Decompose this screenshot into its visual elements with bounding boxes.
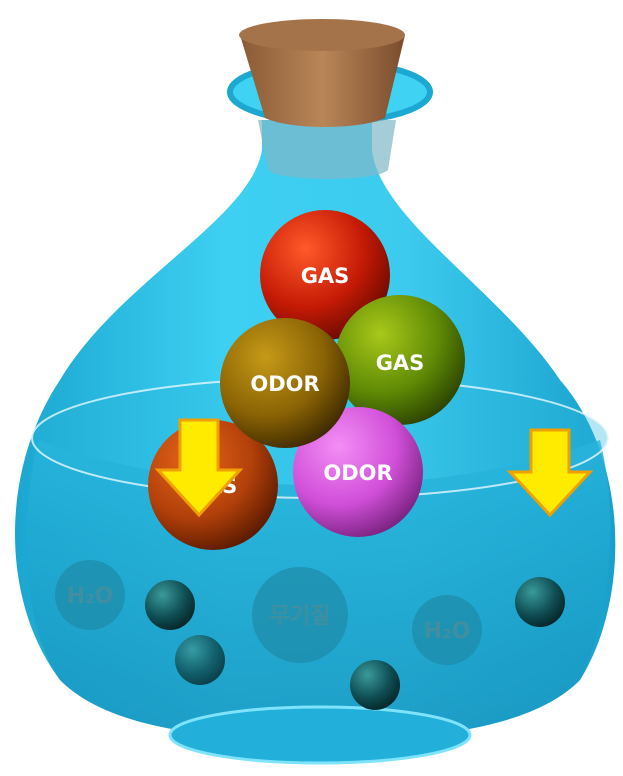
ball-label: ODOR: [323, 461, 392, 485]
flask-illustration: H₂O 무기질 H₂O GAS GAS GAS ODOR ODOR: [0, 0, 623, 776]
particle-label: H₂O: [424, 619, 471, 644]
cork-top: [239, 19, 405, 51]
particle-label: H₂O: [67, 584, 114, 609]
page: H₂O 무기질 H₂O GAS GAS GAS ODOR ODOR (() =>…: [0, 0, 623, 776]
ball-label: GAS: [301, 264, 350, 288]
mineral-ball: [515, 577, 565, 627]
ball-label: GAS: [376, 351, 425, 375]
flask-base: [170, 707, 470, 763]
cork-in-neck: [258, 120, 396, 179]
ball-label: ODOR: [250, 372, 319, 396]
mineral-ball: [175, 635, 225, 685]
particle-label: 무기질: [270, 604, 331, 629]
mineral-ball: [145, 580, 195, 630]
mineral-ball: [350, 660, 400, 710]
